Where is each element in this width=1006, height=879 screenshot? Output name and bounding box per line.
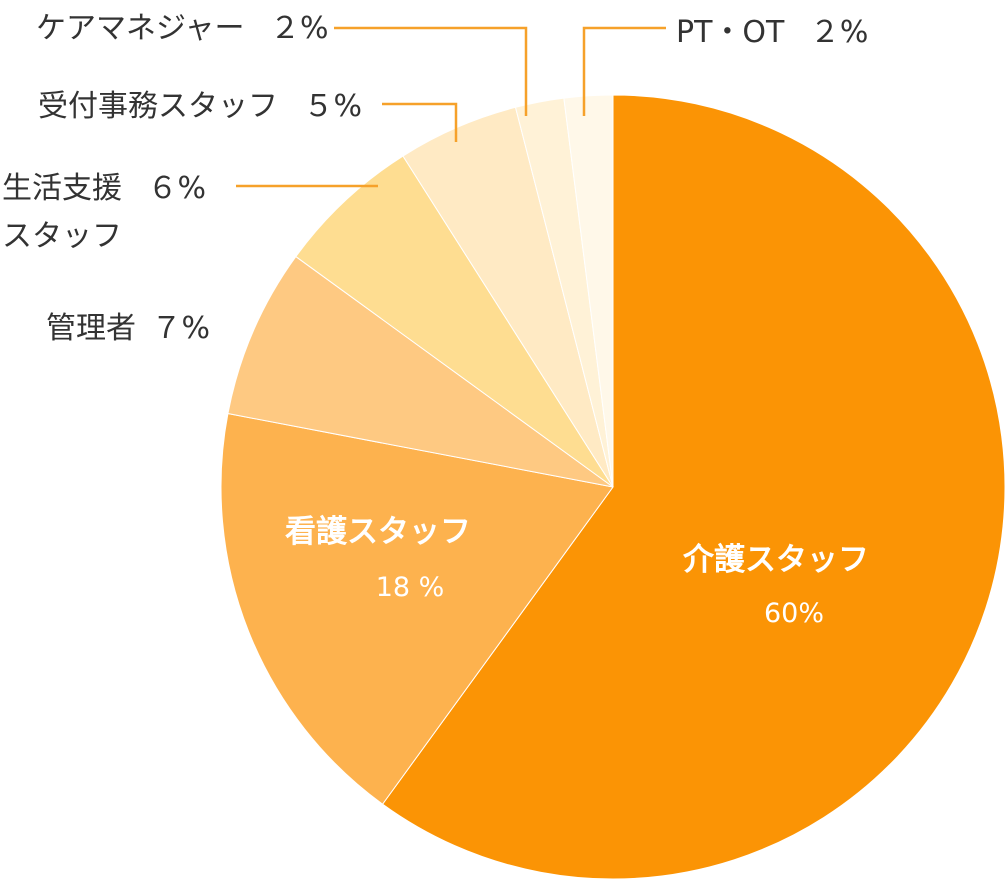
slice-kanrisha [227,255,614,488]
label-pt-ot-value: ２% [810,15,869,50]
label-seikatsu-shien-value: ６% [148,171,207,206]
label-seikatsu-shien-name-2: スタッフ [2,219,122,254]
label-kanrisha-value: ７% [152,311,211,346]
slice-kaigo [381,94,1006,879]
label-uketsuke-jimu-value: ５% [304,89,363,124]
label-care-manager-value: ２% [270,11,329,46]
slice-seikatsu-shien [295,155,614,488]
label-seikatsu-shien-name-1: 生活支援 [2,171,122,206]
label-kanrisha: 管理者 ７% [46,311,210,346]
label-kanrisha-name: 管理者 [46,311,136,346]
slice-pt-ot [563,94,614,488]
label-kango-name: 看護スタッフ [285,514,471,550]
label-kaigo-name: 介護スタッフ [682,542,869,578]
leader-line-uketsuke-jimu [382,102,458,142]
label-care-manager: ケアマネジャー ２% [36,11,329,46]
label-kango-value: 18 % [376,572,445,603]
leader-line-pt-ot [582,26,666,116]
label-kaigo-value: 60% [764,598,824,629]
label-care-manager-name: ケアマネジャー [36,11,245,46]
label-pt-ot-name: PT・OT [676,15,785,50]
leader-line-care-manager [334,26,528,116]
label-uketsuke-jimu-name: 受付事務スタッフ [38,89,278,124]
label-seikatsu-shien: 生活支援 ６% [2,171,206,206]
label-uketsuke-jimu: 受付事務スタッフ ５% [38,89,362,124]
slice-kango [220,412,614,805]
label-pt-ot: PT・OT ２% [676,15,868,50]
